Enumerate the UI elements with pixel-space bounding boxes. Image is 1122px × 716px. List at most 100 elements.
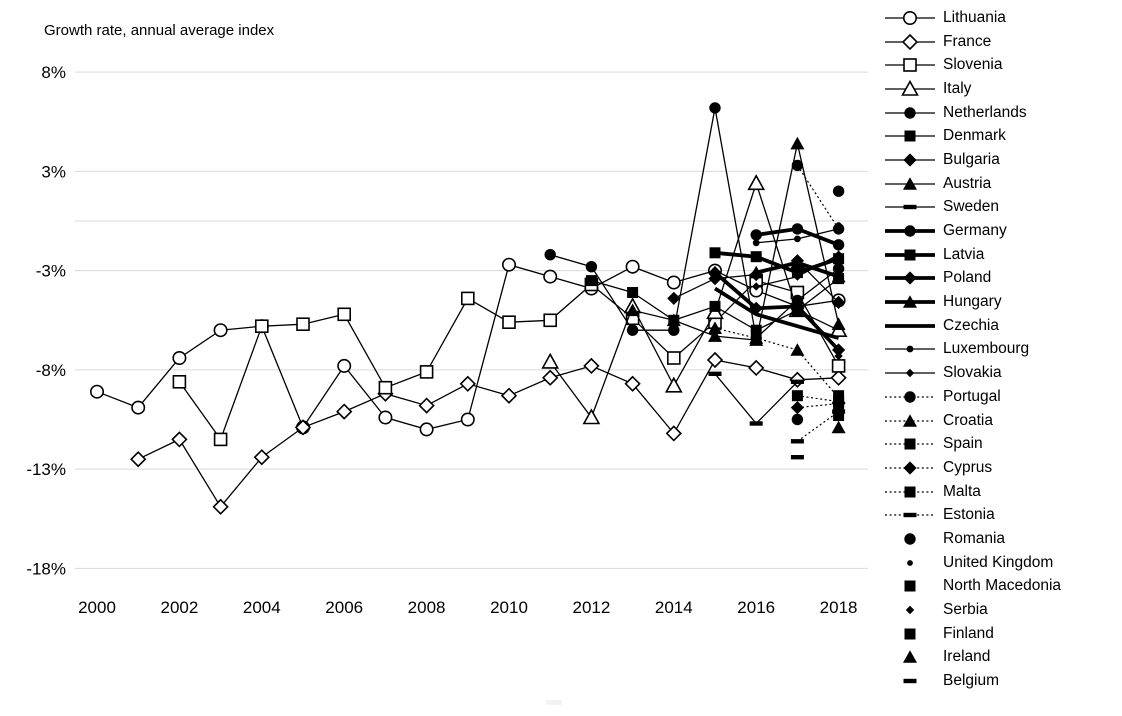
marker-square-open <box>255 319 269 334</box>
y-tick-label: -18% <box>26 559 66 578</box>
marker-square-open <box>831 359 846 373</box>
legend-label: Austria <box>943 174 992 192</box>
marker-diamond-open <box>542 369 559 386</box>
legend-label: Serbia <box>943 601 988 619</box>
marker-square <box>833 390 845 402</box>
marker-circle <box>791 223 804 235</box>
legend-marker-icon <box>885 176 935 190</box>
legend-marker-icon <box>885 153 935 167</box>
legend-label: Slovenia <box>943 56 1003 74</box>
marker-triangle-open <box>541 352 560 369</box>
marker-circle-open <box>543 269 558 284</box>
marker-circle <box>904 533 916 545</box>
marker-circle <box>904 391 916 403</box>
marker-circle <box>626 324 639 336</box>
marker-square <box>833 402 845 414</box>
legend-marker-icon <box>885 225 935 237</box>
marker-diamond-open <box>171 431 188 448</box>
marker-square <box>750 324 762 336</box>
series-line-lithuania <box>96 263 839 431</box>
marker-diamond <box>903 461 917 475</box>
marker-circle-open <box>131 400 146 415</box>
marker-diamond <box>667 291 681 305</box>
series-line-spain <box>797 395 839 403</box>
marker-square <box>833 410 845 421</box>
legend-item-netherlands: Netherlands <box>884 101 1120 125</box>
cropped-caption-artifact <box>546 700 562 705</box>
marker-diamond-open <box>748 359 765 377</box>
marker-circle-small <box>794 235 801 243</box>
marker-circle-open <box>902 10 917 25</box>
series-line-czechia <box>713 286 840 340</box>
marker-circle-small <box>752 239 760 247</box>
legend-item-bulgaria: Bulgaria <box>884 148 1120 172</box>
legend-label: Hungary <box>943 293 1002 311</box>
marker-circle <box>832 223 845 235</box>
marker-circle <box>585 261 598 273</box>
legend-marker-icon <box>885 10 935 25</box>
marker-circle <box>791 413 804 426</box>
marker-square <box>904 130 916 142</box>
marker-diamond-open <box>901 33 919 50</box>
marker-diamond <box>832 343 846 357</box>
legend-item-poland: Poland <box>884 267 1120 291</box>
marker-dash <box>903 513 917 518</box>
x-tick-label: 2004 <box>243 598 281 617</box>
legend-item-slovenia: Slovenia <box>884 53 1120 77</box>
marker-dash <box>749 421 763 426</box>
legend-item-slovakia: Slovakia <box>884 361 1120 385</box>
legend-label: United Kingdom <box>943 553 1054 571</box>
y-tick-label: 3% <box>41 162 66 181</box>
marker-dash <box>708 371 722 376</box>
marker-circle-open <box>419 422 434 437</box>
marker-triangle <box>625 303 640 317</box>
marker-dash <box>790 455 804 460</box>
series-line-estonia <box>797 411 839 442</box>
legend-item-germany: Germany <box>884 219 1120 243</box>
marker-diamond-open <box>459 375 476 392</box>
marker-square <box>709 300 721 312</box>
marker-square <box>791 390 803 402</box>
legend-label: Malta <box>943 482 981 500</box>
marker-circle-open <box>460 412 475 427</box>
legend-item-italy: Italy <box>884 77 1120 101</box>
legend-marker-icon <box>885 130 935 142</box>
legend-label: Finland <box>943 624 994 642</box>
marker-square-open <box>502 315 516 330</box>
marker-diamond-open <box>130 451 147 468</box>
marker-square-open <box>172 374 187 389</box>
marker-circle-open <box>172 350 187 365</box>
marker-diamond-small <box>793 272 802 281</box>
legend-item-united-kingdom: United Kingdom <box>884 551 1120 575</box>
marker-diamond <box>708 266 722 280</box>
marker-triangle <box>903 650 917 664</box>
legend-label: Ireland <box>943 648 991 666</box>
marker-diamond-open <box>212 498 229 515</box>
legend-marker-icon <box>904 580 916 592</box>
legend-label: Czechia <box>943 316 999 334</box>
marker-diamond-open <box>500 387 518 404</box>
legend-label: Spain <box>943 435 983 453</box>
marker-square <box>904 438 916 450</box>
legend-item-ireland: Ireland <box>884 646 1120 670</box>
marker-circle <box>709 102 721 114</box>
legend-item-finland: Finland <box>884 622 1120 646</box>
legend-item-north-macedonia: North Macedonia <box>884 575 1120 599</box>
marker-triangle <box>790 255 805 269</box>
series-line-croatia <box>714 327 840 399</box>
marker-diamond-open <box>830 369 847 386</box>
marker-square <box>627 287 639 298</box>
marker-triangle <box>831 317 846 330</box>
marker-diamond-small <box>905 605 915 615</box>
x-tick-label: 2008 <box>408 598 446 617</box>
legend-item-romania: Romania <box>884 527 1120 551</box>
legend-label: Cyprus <box>943 458 993 476</box>
marker-triangle <box>903 176 917 190</box>
marker-dot <box>835 222 842 228</box>
legend-item-denmark: Denmark <box>884 124 1120 148</box>
legend-marker-icon <box>907 559 913 566</box>
legend-marker-icon <box>885 346 935 353</box>
legend-marker-icon <box>885 461 935 475</box>
legend-label: Slovakia <box>943 364 1002 382</box>
